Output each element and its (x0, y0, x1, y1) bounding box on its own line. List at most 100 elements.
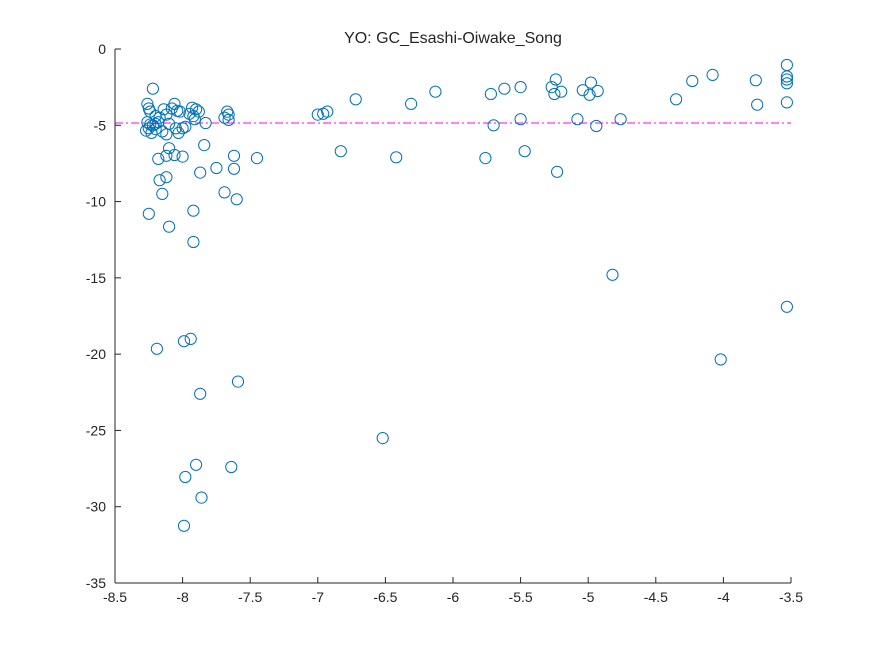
data-point (194, 387, 207, 400)
data-point (140, 124, 153, 137)
data-point (576, 84, 589, 97)
ticks-layer: -8.5 -8 -7.5 -7 -6.5 -6 -5.5 -5 -4.5 -4 -3.5 0 -5 -10… (86, 41, 804, 605)
data-point (152, 152, 165, 165)
data-point (218, 186, 231, 199)
data-point (149, 123, 162, 136)
data-point (321, 105, 334, 118)
data-point (780, 300, 794, 313)
plot-area (115, 49, 791, 583)
data-point (227, 162, 241, 175)
y-tick-label: -35 (86, 575, 106, 591)
data-point (780, 77, 794, 90)
x-tick-label: -6 (447, 589, 460, 605)
data-point (714, 353, 727, 366)
x-tick-label: -8.5 (103, 589, 127, 605)
data-point (514, 81, 527, 94)
data-point (390, 151, 403, 164)
data-point (429, 85, 442, 98)
data-point (210, 161, 223, 175)
data-point (156, 125, 169, 138)
data-point (583, 88, 596, 101)
data-point (173, 105, 186, 118)
data-point (614, 113, 627, 126)
x-tick-label: -7 (312, 589, 325, 605)
data-point (192, 105, 205, 118)
data-point (780, 73, 794, 86)
data-point (706, 68, 719, 82)
data-point (146, 82, 159, 95)
y-tick-label: -15 (86, 270, 106, 286)
data-point (176, 150, 189, 163)
data-point (160, 149, 173, 162)
data-point (188, 113, 201, 126)
data-point (376, 432, 389, 445)
data-point (250, 152, 264, 165)
data-point (153, 111, 166, 124)
points-layer (140, 58, 794, 532)
data-point (780, 70, 794, 83)
x-tick-label: -4.5 (644, 589, 668, 605)
data-point (163, 220, 176, 233)
data-point (514, 113, 527, 126)
x-tick-label: -6.5 (373, 589, 397, 605)
data-point (555, 85, 568, 98)
data-point (225, 460, 238, 474)
data-point (190, 103, 203, 116)
data-point (227, 149, 241, 162)
data-point (590, 119, 603, 133)
x-tick-label: -4 (717, 589, 730, 605)
data-point (349, 93, 362, 106)
data-point (187, 235, 200, 249)
y-tick-label: -5 (94, 117, 107, 133)
data-point (549, 73, 562, 86)
data-point (487, 119, 500, 132)
data-point (311, 108, 324, 121)
x-tick-label: -3.5 (779, 589, 803, 605)
y-tick-label: -20 (86, 346, 106, 362)
data-point (142, 207, 155, 220)
data-point (176, 122, 189, 135)
data-point (231, 375, 245, 388)
data-point (222, 113, 235, 127)
data-point (606, 268, 619, 281)
data-point (591, 84, 604, 98)
data-point (141, 97, 154, 111)
x-tick-label: -5.5 (509, 589, 533, 605)
data-point (160, 171, 173, 184)
data-point (551, 165, 564, 178)
x-tick-label: -5 (582, 589, 595, 605)
data-point (153, 174, 166, 187)
data-point (405, 97, 418, 111)
chart-title: YO: GC_Esashi-Oiwake_Song (344, 30, 562, 47)
data-point (156, 187, 169, 200)
data-point (484, 87, 497, 101)
data-point (179, 470, 192, 484)
y-tick-label: 0 (98, 41, 106, 57)
data-point (518, 145, 531, 158)
data-point (190, 458, 203, 471)
data-point (199, 116, 212, 130)
data-point (187, 204, 200, 217)
y-tick-label: -25 (86, 422, 106, 438)
y-tick-label: -10 (86, 194, 106, 210)
data-point (198, 139, 211, 152)
data-point (179, 120, 192, 133)
data-point (163, 117, 176, 130)
x-tick-label: -7.5 (238, 589, 262, 605)
data-point (168, 148, 181, 162)
data-point (751, 98, 764, 111)
data-point (184, 332, 197, 345)
data-point (780, 96, 794, 109)
data-point (498, 82, 511, 95)
data-point (194, 166, 207, 179)
data-point (172, 126, 185, 139)
data-point (749, 74, 762, 87)
data-point (584, 76, 598, 89)
y-tick-label: -30 (86, 499, 106, 515)
data-point (670, 93, 683, 106)
data-point (222, 108, 235, 121)
data-point (548, 87, 561, 101)
data-point (150, 342, 163, 355)
